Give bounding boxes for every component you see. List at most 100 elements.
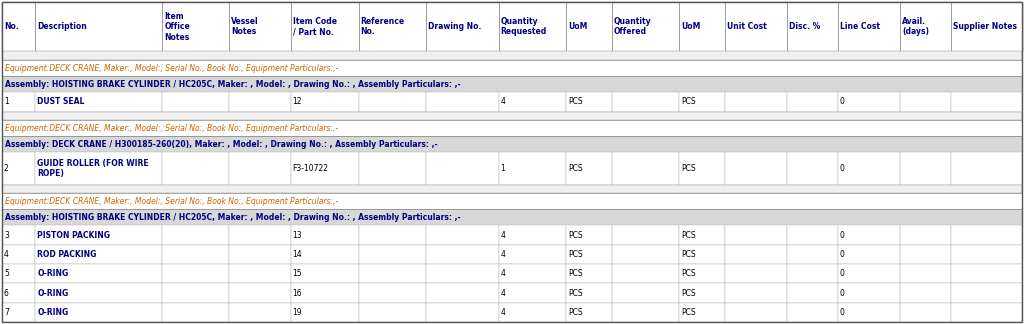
Bar	[163, 284, 229, 303]
Bar	[358, 2, 426, 52]
Bar	[163, 245, 229, 264]
Bar	[426, 226, 499, 245]
Bar	[291, 264, 358, 284]
Text: No.: No.	[4, 22, 18, 31]
Bar	[358, 303, 426, 322]
Bar	[838, 226, 900, 245]
Bar	[611, 284, 680, 303]
Bar	[2, 2, 1022, 52]
Bar	[36, 226, 163, 245]
Bar	[2, 209, 1022, 226]
Bar	[36, 264, 163, 284]
Bar	[611, 226, 680, 245]
Text: 1: 1	[501, 164, 505, 173]
Bar	[2, 303, 1022, 322]
Text: 1: 1	[4, 98, 9, 106]
Text: Assembly: HOISTING BRAKE CYLINDER / HC205C, Maker: , Model: , Drawing No.: , Ass: Assembly: HOISTING BRAKE CYLINDER / HC20…	[5, 80, 461, 89]
Text: Disc. %: Disc. %	[790, 22, 820, 31]
Bar	[787, 303, 838, 322]
Bar	[725, 2, 787, 52]
Bar	[36, 92, 163, 111]
Bar	[426, 92, 499, 111]
Text: PCS: PCS	[568, 269, 583, 278]
Bar	[358, 245, 426, 264]
Text: PCS: PCS	[682, 164, 696, 173]
Text: PCS: PCS	[568, 308, 583, 317]
Bar	[838, 264, 900, 284]
Bar	[611, 303, 680, 322]
Text: O-RING: O-RING	[38, 308, 69, 317]
Bar	[163, 226, 229, 245]
Bar	[725, 152, 787, 185]
Bar	[951, 284, 1022, 303]
Bar	[838, 92, 900, 111]
Bar	[951, 264, 1022, 284]
Bar	[2, 2, 36, 52]
Bar	[951, 2, 1022, 52]
Bar	[951, 303, 1022, 322]
Bar	[426, 303, 499, 322]
Text: Assembly: HOISTING BRAKE CYLINDER / HC205C, Maker: , Model: , Drawing No.: , Ass: Assembly: HOISTING BRAKE CYLINDER / HC20…	[5, 213, 461, 222]
Bar	[838, 284, 900, 303]
Bar	[2, 284, 36, 303]
Bar	[499, 2, 566, 52]
Bar	[36, 2, 163, 52]
Text: F3-10722: F3-10722	[293, 164, 329, 173]
Text: 4: 4	[501, 250, 506, 259]
Bar	[900, 284, 951, 303]
Text: PCS: PCS	[568, 230, 583, 239]
Text: Unit Cost: Unit Cost	[727, 22, 767, 31]
Bar	[838, 2, 900, 52]
Bar	[900, 152, 951, 185]
Bar	[163, 303, 229, 322]
Bar	[358, 284, 426, 303]
Bar	[2, 92, 36, 111]
Text: 3: 3	[4, 230, 9, 239]
Text: ROD PACKING: ROD PACKING	[38, 250, 96, 259]
Bar	[787, 264, 838, 284]
Text: 0: 0	[840, 98, 845, 106]
Bar	[787, 226, 838, 245]
Text: 6: 6	[4, 288, 9, 297]
Bar	[291, 245, 358, 264]
Bar	[163, 2, 229, 52]
Bar	[2, 120, 1022, 136]
Bar	[725, 303, 787, 322]
Bar	[725, 284, 787, 303]
Bar	[426, 264, 499, 284]
Text: PCS: PCS	[568, 164, 583, 173]
Bar	[566, 152, 611, 185]
Bar	[36, 303, 163, 322]
Bar	[566, 303, 611, 322]
Bar	[787, 152, 838, 185]
Bar	[566, 92, 611, 111]
Bar	[2, 60, 1022, 76]
Bar	[2, 284, 1022, 303]
Bar	[2, 76, 1022, 92]
Bar	[680, 2, 725, 52]
Text: 4: 4	[501, 288, 506, 297]
Bar	[229, 226, 291, 245]
Bar	[787, 2, 838, 52]
Bar	[426, 284, 499, 303]
Bar	[291, 92, 358, 111]
Bar	[229, 2, 291, 52]
Text: 19: 19	[293, 308, 302, 317]
Bar	[358, 92, 426, 111]
Text: 0: 0	[840, 164, 845, 173]
Text: Quantity
Offered: Quantity Offered	[613, 17, 651, 36]
Bar	[2, 193, 1022, 209]
Text: Drawing No.: Drawing No.	[428, 22, 481, 31]
Text: PCS: PCS	[682, 269, 696, 278]
Bar	[2, 264, 36, 284]
Bar	[611, 264, 680, 284]
Text: Item Code
/ Part No.: Item Code / Part No.	[293, 17, 337, 36]
Text: O-RING: O-RING	[38, 269, 69, 278]
Bar	[499, 264, 566, 284]
Bar	[426, 245, 499, 264]
Text: 16: 16	[293, 288, 302, 297]
Text: 13: 13	[293, 230, 302, 239]
Text: 5: 5	[4, 269, 9, 278]
Text: 0: 0	[840, 288, 845, 297]
Bar	[499, 92, 566, 111]
